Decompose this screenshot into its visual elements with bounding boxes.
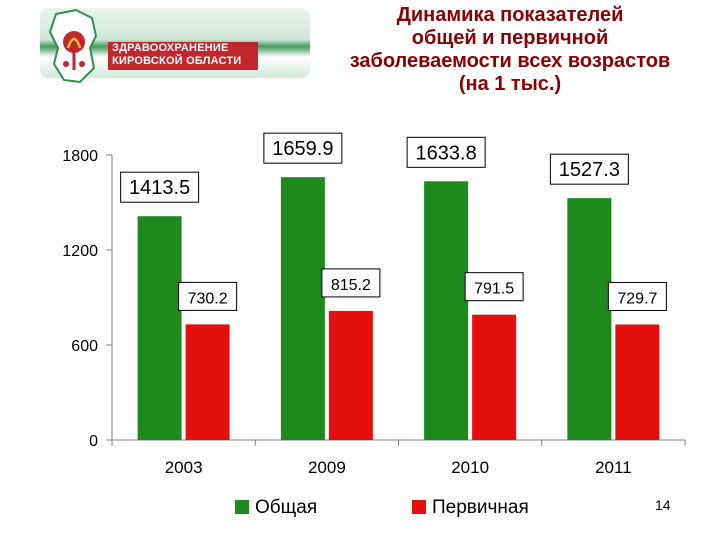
data-label-box <box>406 136 486 168</box>
x-tick-label: 2003 <box>165 458 203 477</box>
bar-total <box>280 177 325 440</box>
legend-swatch <box>412 500 426 514</box>
data-label: 730.2 <box>188 290 228 307</box>
data-label-box <box>549 153 629 185</box>
bar-primary <box>328 310 373 440</box>
data-label-box <box>120 171 200 203</box>
data-label: 791.5 <box>474 281 514 298</box>
page-number: 14 <box>655 497 671 513</box>
bar-primary <box>185 324 230 440</box>
data-label: 1659.9 <box>272 138 333 160</box>
data-label: 729.7 <box>617 290 657 307</box>
data-label-box <box>263 132 343 164</box>
y-tick-label: 0 <box>89 433 98 450</box>
y-tick-label: 1200 <box>62 243 98 260</box>
data-label-box <box>607 281 667 311</box>
bar-total <box>424 181 469 440</box>
x-tick-label: 2010 <box>451 458 489 477</box>
logo-line-1: ЗДРАВООХРАНЕНИЕ <box>112 42 229 54</box>
y-tick-label: 1800 <box>62 148 98 165</box>
legend-swatch <box>235 500 249 514</box>
x-tick-label: 2011 <box>595 458 632 477</box>
logo-caption: ЗДРАВООХРАНЕНИЕ КИРОВСКОЙ ОБЛАСТИ <box>108 42 258 70</box>
title-line-3: заболеваемости всех возрастов <box>349 50 671 72</box>
data-label: 1413.5 <box>129 177 190 199</box>
bar-total <box>567 198 612 440</box>
data-label: 1633.8 <box>416 142 477 164</box>
data-label-box <box>321 268 381 298</box>
legend-label: Общая <box>255 497 317 518</box>
title-line-2: общей и первичной <box>411 27 609 49</box>
data-label: 1527.3 <box>559 159 620 181</box>
logo: ЗДРАВООХРАНЕНИЕ КИРОВСКОЙ ОБЛАСТИ <box>10 0 310 95</box>
data-label: 815.2 <box>331 277 371 294</box>
x-tick-label: 2009 <box>308 458 346 477</box>
region-map-emblem-icon <box>48 8 98 84</box>
y-tick-label: 600 <box>71 338 98 355</box>
bar-total <box>137 216 182 440</box>
title-line-4: (на 1 тыс.) <box>458 73 562 95</box>
logo-line-2: КИРОВСКОЙ ОБЛАСТИ <box>112 55 242 67</box>
slide-title: Динамика показателей общей и первичной з… <box>305 4 715 96</box>
bar-primary <box>472 314 517 440</box>
data-label-box <box>178 281 238 311</box>
data-label-box <box>464 272 524 302</box>
legend-label: Первичная <box>432 497 529 518</box>
bar-primary <box>615 324 660 440</box>
bar-chart: 0 600 1200 1800 2003 1413.5 730.2 2009 1659.9 815… <box>62 132 686 518</box>
title-line-1: Динамика показателей <box>396 4 624 26</box>
